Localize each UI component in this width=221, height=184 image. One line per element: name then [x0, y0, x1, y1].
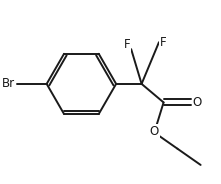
- Text: Br: Br: [2, 77, 15, 90]
- Text: F: F: [160, 36, 167, 49]
- Text: O: O: [192, 96, 202, 109]
- Text: F: F: [123, 38, 130, 51]
- Text: O: O: [150, 125, 159, 138]
